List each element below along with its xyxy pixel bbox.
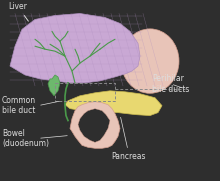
Ellipse shape	[121, 29, 179, 93]
Polygon shape	[78, 109, 110, 142]
Polygon shape	[70, 102, 120, 148]
Polygon shape	[10, 14, 140, 83]
Text: Bowel
(duodenum): Bowel (duodenum)	[2, 129, 49, 148]
Polygon shape	[65, 91, 162, 116]
Polygon shape	[48, 75, 60, 96]
Text: Perihilar
bile ducts: Perihilar bile ducts	[152, 74, 189, 94]
Text: Common
bile duct: Common bile duct	[2, 96, 36, 115]
Text: Pancreas: Pancreas	[111, 152, 145, 161]
Text: Liver: Liver	[8, 2, 28, 21]
